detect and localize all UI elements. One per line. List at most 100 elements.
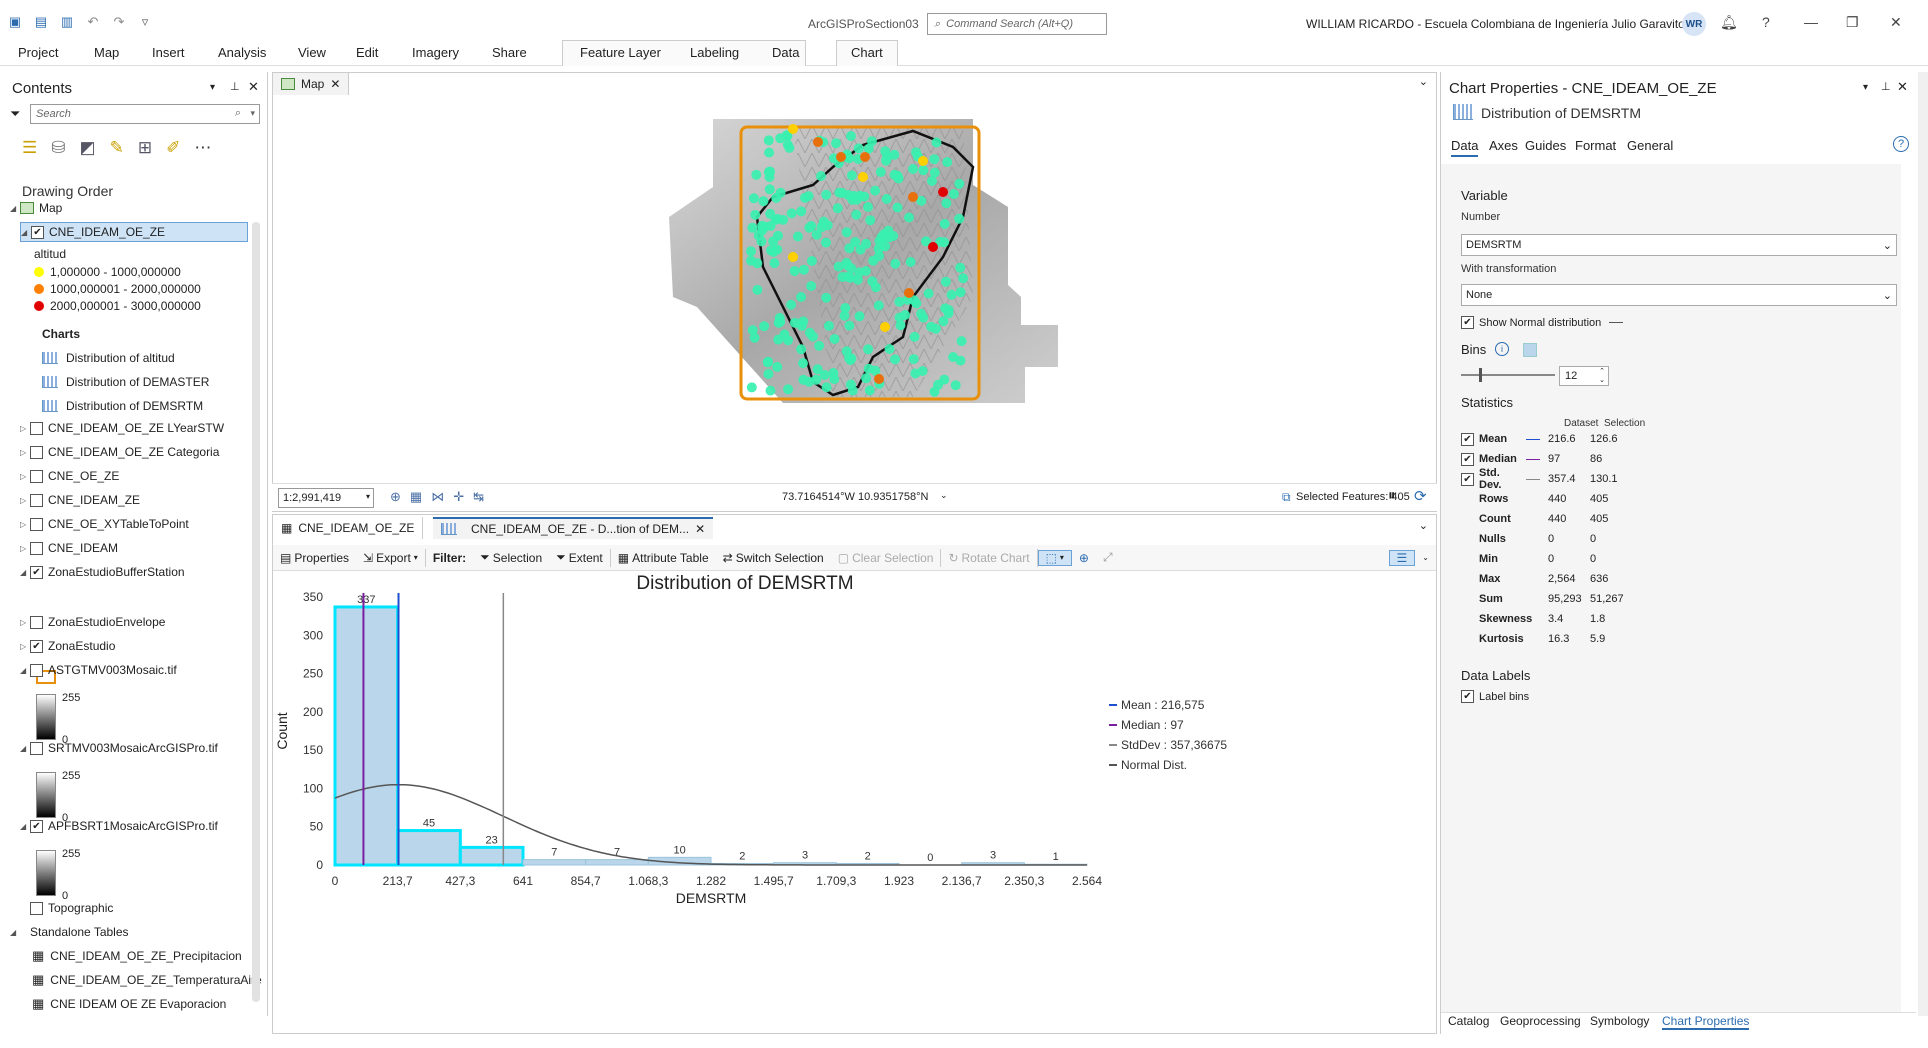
station-point[interactable] [844, 243, 855, 254]
station-point[interactable] [752, 284, 763, 295]
station-point[interactable] [892, 202, 903, 213]
station-point[interactable] [839, 310, 850, 321]
station-point[interactable] [955, 287, 966, 298]
tree-raster[interactable]: ◢ ✔ APFBSRT1MosaicArcGISPro.tif [20, 816, 218, 836]
station-point[interactable] [747, 325, 758, 336]
toolbar-options-button[interactable]: ⌄ [1415, 553, 1436, 562]
expand-icon[interactable]: ▷ [20, 617, 27, 627]
station-point-high-altitude[interactable] [904, 288, 914, 298]
station-point[interactable] [921, 236, 931, 247]
redo-icon[interactable]: ↷ [113, 14, 125, 29]
selected-features[interactable]: Selected Features: 405 [1296, 491, 1410, 503]
station-point[interactable] [786, 299, 797, 310]
station-point[interactable] [796, 292, 807, 302]
station-point[interactable] [894, 312, 905, 323]
station-point-high-altitude[interactable] [938, 187, 948, 197]
station-point[interactable] [905, 257, 916, 267]
crosshair-icon[interactable]: ✛ [453, 489, 465, 504]
station-point[interactable] [881, 194, 892, 204]
station-point[interactable] [846, 263, 857, 274]
station-point[interactable] [863, 202, 873, 212]
label-bins-checkbox[interactable]: ✔ [1461, 690, 1474, 703]
station-point[interactable] [775, 133, 786, 144]
layer-checkbox[interactable] [30, 901, 43, 915]
station-point-high-altitude[interactable] [788, 124, 798, 134]
bottom-tab-symbology[interactable]: Symbology [1590, 1014, 1650, 1028]
station-point[interactable] [773, 334, 784, 345]
station-point[interactable] [798, 358, 808, 369]
station-point[interactable] [881, 155, 892, 166]
station-point[interactable] [930, 323, 941, 334]
station-point[interactable] [763, 369, 774, 379]
tab-feature-layer[interactable]: Feature Layer [580, 45, 661, 60]
station-point[interactable] [842, 271, 853, 282]
station-point[interactable] [762, 357, 773, 368]
attribute-table-tab[interactable]: ▦ CNE_IDEAM_OE_ZE [273, 517, 424, 539]
station-point[interactable] [751, 169, 762, 180]
station-point[interactable] [844, 320, 855, 331]
station-point[interactable] [853, 143, 864, 154]
tab-map[interactable]: Map [94, 45, 120, 60]
station-point[interactable] [875, 167, 886, 177]
station-point[interactable] [931, 137, 942, 148]
tab-labeling[interactable]: Labeling [690, 45, 740, 60]
station-point[interactable] [816, 171, 826, 182]
tree-layer-buffer[interactable]: ◢ ✔ ZonaEstudioBufferStation [20, 562, 185, 582]
station-point[interactable] [861, 373, 872, 384]
station-point[interactable] [798, 316, 809, 327]
station-point[interactable] [798, 374, 809, 385]
bins-slider[interactable] [1461, 374, 1555, 376]
save-icon[interactable]: ▥ [60, 14, 74, 29]
station-point[interactable] [821, 292, 832, 303]
station-point-high-altitude[interactable] [918, 156, 928, 166]
station-point[interactable] [908, 164, 918, 174]
rotate-chart-button[interactable]: ↻ Rotate Chart [941, 551, 1036, 565]
station-point[interactable] [837, 188, 848, 198]
labeling-icon[interactable]: ✐ [166, 138, 181, 157]
tab-chart[interactable]: Chart [851, 45, 883, 60]
station-point[interactable] [746, 246, 756, 257]
station-points[interactable] [746, 124, 969, 397]
station-point[interactable] [850, 237, 861, 247]
stepper-arrows-icon[interactable]: ⌃ ⌄ [1599, 368, 1605, 384]
station-point[interactable] [847, 194, 858, 205]
station-point[interactable] [811, 374, 822, 385]
bins-slider-handle[interactable] [1479, 368, 1482, 382]
legend-toggle-button[interactable]: ☰ [1388, 549, 1416, 566]
filter-icon[interactable]: ⏷ [10, 106, 21, 121]
tree-layer[interactable]: ▷ ZonaEstudioEnvelope [20, 612, 165, 632]
station-point[interactable] [908, 354, 919, 365]
station-point[interactable] [811, 229, 822, 240]
station-point[interactable] [855, 244, 866, 255]
station-point[interactable] [782, 139, 793, 150]
station-point[interactable] [893, 173, 904, 184]
station-point[interactable] [954, 178, 965, 189]
tab-imagery[interactable]: Imagery [412, 45, 459, 60]
refresh-view-icon[interactable]: ↹ [473, 489, 485, 504]
table-item[interactable]: ▦ CNE IDEAM OE ZE Evaporacion [32, 994, 226, 1014]
collapse-icon[interactable]: ◢ [20, 743, 27, 753]
tree-layer[interactable]: ▷ CNE_OE_XYTableToPoint [20, 514, 189, 534]
bottom-tab-chart-properties[interactable]: Chart Properties [1662, 1014, 1750, 1030]
tree-basemap[interactable]: Topographic [30, 898, 113, 918]
tab-analysis[interactable]: Analysis [218, 45, 267, 60]
tab-list-icon[interactable]: ⌄ [1418, 520, 1428, 532]
close-icon[interactable]: ✕ [1890, 14, 1902, 30]
histogram-bin[interactable] [585, 859, 649, 866]
tree-layer[interactable]: ▷ CNE_IDEAM [20, 538, 118, 558]
station-point-high-altitude[interactable] [908, 192, 918, 202]
station-point[interactable] [765, 385, 776, 396]
station-point[interactable] [939, 218, 950, 229]
switch-selection-button[interactable]: ⇄ Switch Selection [716, 551, 831, 565]
expand-icon[interactable]: ▷ [20, 519, 27, 529]
grid-icon[interactable]: ▦ [409, 489, 423, 504]
tree-map[interactable]: ◢ Map [10, 198, 62, 218]
stat-checkbox[interactable]: ✔ [1461, 472, 1474, 486]
station-point[interactable] [904, 212, 914, 223]
station-point[interactable] [880, 146, 891, 157]
station-point[interactable] [954, 213, 965, 224]
station-point[interactable] [916, 308, 927, 319]
station-point[interactable] [956, 336, 967, 347]
avatar[interactable]: WR [1682, 12, 1706, 36]
station-point[interactable] [783, 384, 794, 395]
